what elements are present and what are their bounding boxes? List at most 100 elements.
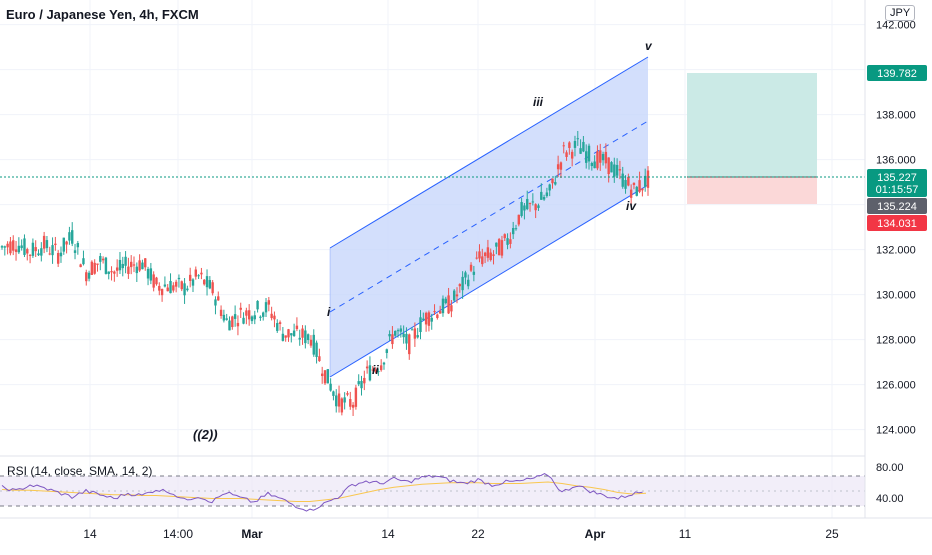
candle-body bbox=[593, 161, 596, 169]
candle-body bbox=[360, 380, 363, 389]
candle-body bbox=[309, 339, 313, 346]
time-tick-label: 11 bbox=[679, 527, 692, 541]
candle-body bbox=[273, 315, 276, 320]
candle-body bbox=[511, 228, 515, 235]
stop-tag bbox=[867, 215, 927, 231]
stop-zone[interactable] bbox=[687, 177, 817, 204]
candle-body bbox=[506, 238, 509, 245]
currency-badge[interactable]: JPY bbox=[885, 5, 916, 21]
candle-body bbox=[278, 322, 282, 324]
candle-body bbox=[87, 272, 91, 279]
bid-tag-label: 135.224 bbox=[877, 201, 917, 213]
candle-body bbox=[422, 318, 425, 320]
candle-body bbox=[534, 204, 537, 211]
candle-body bbox=[222, 314, 226, 321]
candle-body bbox=[570, 151, 574, 159]
candle-body bbox=[155, 277, 158, 285]
candle-body bbox=[545, 192, 549, 197]
candle-body bbox=[483, 252, 487, 257]
candle-body bbox=[520, 202, 523, 216]
price-tick-label: 126.000 bbox=[876, 380, 916, 392]
price-tick-label: 124.000 bbox=[876, 425, 916, 437]
channel-lower-line[interactable] bbox=[329, 184, 649, 378]
candle-body bbox=[267, 300, 271, 305]
candle-body bbox=[118, 259, 122, 271]
candle-body bbox=[340, 398, 344, 413]
candle-body bbox=[93, 262, 96, 274]
candle-body bbox=[287, 329, 290, 338]
candle-body bbox=[211, 282, 214, 294]
rsi-tick-40: 40.00 bbox=[876, 493, 904, 505]
candle-body bbox=[537, 205, 540, 208]
candle-body bbox=[172, 285, 175, 291]
target-zone[interactable] bbox=[687, 73, 817, 177]
candle-body bbox=[166, 287, 169, 292]
candle-body bbox=[368, 365, 372, 381]
candle-body bbox=[641, 188, 644, 191]
candle-body bbox=[200, 272, 203, 275]
last-price-tag bbox=[867, 169, 927, 197]
price-tick-label: 138.000 bbox=[876, 110, 916, 122]
rsi-line bbox=[1, 473, 643, 512]
candle-body bbox=[371, 369, 374, 371]
candle-body bbox=[351, 404, 355, 408]
candle-body bbox=[481, 256, 484, 265]
candle-body bbox=[236, 322, 240, 327]
price-tick-label: 128.000 bbox=[876, 335, 916, 347]
candle-body bbox=[621, 173, 624, 187]
rsi-tick-80: 80.00 bbox=[876, 462, 904, 474]
candle-body bbox=[76, 243, 80, 248]
chart-title: Euro / Japanese Yen, 4h, FXCM bbox=[6, 7, 199, 22]
candle-body bbox=[51, 245, 54, 256]
candle-body bbox=[579, 148, 582, 154]
candle-body bbox=[528, 203, 532, 205]
candle-body bbox=[643, 175, 647, 187]
channel-upper-line[interactable] bbox=[329, 56, 649, 249]
candle-body bbox=[28, 254, 32, 256]
candle-body bbox=[523, 205, 526, 211]
candle-body bbox=[3, 246, 7, 248]
candle-body bbox=[427, 312, 431, 326]
time-tick-label: 14 bbox=[83, 527, 97, 541]
candle-body bbox=[59, 252, 63, 257]
candle-body bbox=[26, 249, 29, 254]
price-tick-label: 136.000 bbox=[876, 155, 916, 167]
candle-body bbox=[121, 263, 124, 269]
candle-body bbox=[276, 323, 279, 331]
candle-body bbox=[438, 311, 442, 314]
candle-body bbox=[455, 294, 459, 297]
candle-body bbox=[335, 395, 338, 407]
rsi-pane[interactable] bbox=[0, 455, 865, 512]
candle-body bbox=[514, 228, 518, 230]
countdown-tag-label: 01:15:57 bbox=[876, 184, 919, 196]
candle-body bbox=[214, 299, 217, 306]
candle-body bbox=[565, 152, 568, 157]
ascending-channel[interactable] bbox=[330, 57, 648, 377]
candle-body bbox=[590, 162, 594, 167]
candle-body bbox=[135, 266, 139, 274]
target-tag-label: 139.782 bbox=[877, 68, 917, 80]
time-axis[interactable]: 14 14:00 Mar 14 22 Apr 11 25 bbox=[0, 517, 932, 541]
stop-tag-label: 134.031 bbox=[877, 218, 917, 230]
candle-body bbox=[292, 330, 296, 337]
candle-body bbox=[132, 264, 136, 266]
candle-body bbox=[37, 253, 40, 256]
candle-body bbox=[124, 256, 127, 266]
candle-body bbox=[396, 330, 400, 332]
candle-body bbox=[582, 141, 585, 152]
last-price-tag-label: 135.227 bbox=[877, 172, 917, 184]
candle-body bbox=[467, 279, 470, 287]
candle-body bbox=[113, 271, 116, 274]
candle-body bbox=[503, 234, 506, 239]
candle-body bbox=[82, 258, 85, 265]
candle-body bbox=[191, 279, 195, 286]
candle-body bbox=[627, 176, 630, 186]
candle-body bbox=[127, 266, 130, 274]
candle-body bbox=[149, 268, 153, 281]
candle-body bbox=[231, 316, 234, 328]
candle-body bbox=[107, 271, 110, 274]
candles[interactable] bbox=[0, 130, 650, 416]
candle-body bbox=[217, 296, 220, 301]
